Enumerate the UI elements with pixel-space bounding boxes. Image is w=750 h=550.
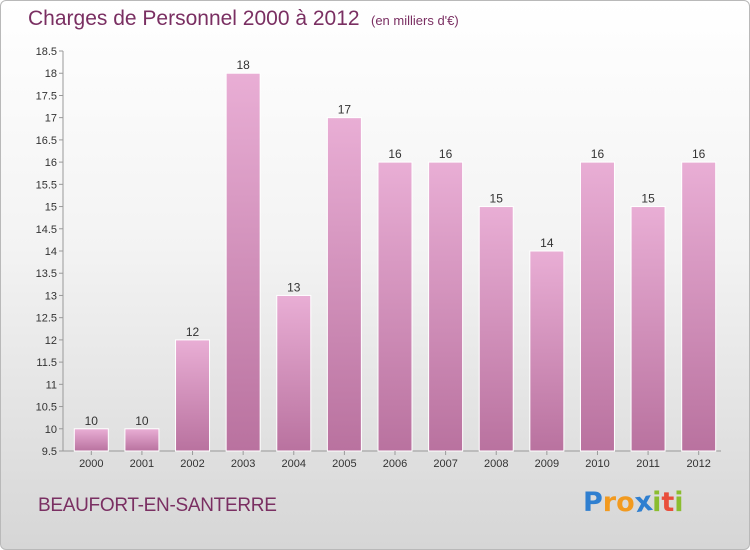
y-tick-label: 16 <box>45 157 57 169</box>
y-tick-label: 13.5 <box>36 268 57 280</box>
bar-2008 <box>478 206 514 452</box>
logo-letter: t <box>661 487 675 518</box>
data-labels: 10 10 12 18 13 17 16 16 15 14 16 15 16 <box>85 58 706 428</box>
bars <box>73 72 717 452</box>
x-tick-label-2009: 2009 <box>535 458 559 470</box>
x-axis: 2000 2001 2002 2003 2004 2005 2006 2007 2008 2009… <box>79 451 711 470</box>
data-label-2004: 13 <box>287 280 301 294</box>
logo-letter: i <box>674 487 684 518</box>
data-label-2010: 16 <box>591 147 605 161</box>
y-tick-label: 18 <box>45 68 57 80</box>
bar-2006 <box>377 161 413 452</box>
logo-letter: r <box>602 487 617 518</box>
x-tick-label-2006: 2006 <box>383 458 407 470</box>
y-tick-label: 11 <box>46 379 57 391</box>
y-tick-label: 14 <box>45 246 57 258</box>
bar-2002 <box>175 339 211 452</box>
y-tick-label: 14.5 <box>36 224 57 236</box>
x-tick-label-2003: 2003 <box>231 458 255 470</box>
x-tick-label-2002: 2002 <box>180 458 204 470</box>
y-tick-label: 18.5 <box>36 46 57 58</box>
x-tick-label-2005: 2005 <box>332 458 356 470</box>
data-label-2006: 16 <box>388 147 402 161</box>
x-tick-label-2010: 2010 <box>585 458 609 470</box>
bar-2012 <box>681 161 717 452</box>
data-label-2003: 18 <box>236 58 250 72</box>
bar-2010 <box>579 161 615 452</box>
data-label-2012: 16 <box>692 147 706 161</box>
y-tick-label: 11.5 <box>36 357 57 369</box>
proxiti-logo: Proxiti <box>583 485 684 520</box>
data-label-2007: 16 <box>439 147 453 161</box>
chart-subtitle: (en milliers d'€) <box>371 13 459 28</box>
data-label-2002: 12 <box>186 325 200 339</box>
logo-letter: i <box>652 487 662 518</box>
data-label-2011: 15 <box>641 192 655 206</box>
y-tick-label: 12 <box>45 335 57 347</box>
logo-letter: P <box>583 487 603 518</box>
bar-2000 <box>73 428 109 452</box>
x-tick-label-2000: 2000 <box>79 458 103 470</box>
bar-2003 <box>225 72 261 452</box>
chart-title: Charges de Personnel 2000 à 2012 <box>28 7 360 30</box>
city-name: BEAUFORT-EN-SANTERRE <box>38 495 277 516</box>
data-label-2005: 17 <box>338 103 352 117</box>
x-tick-label-2012: 2012 <box>686 458 710 470</box>
x-tick-label-2008: 2008 <box>484 458 508 470</box>
bar-2007 <box>428 161 464 452</box>
data-label-2009: 14 <box>540 236 554 250</box>
data-label-2008: 15 <box>490 192 504 206</box>
data-label-2001: 10 <box>135 414 149 428</box>
y-tick-label: 13 <box>45 290 57 302</box>
y-tick-label: 15 <box>45 202 57 214</box>
y-tick-label: 10.5 <box>36 402 57 414</box>
y-tick-label: 16.5 <box>36 135 57 147</box>
y-tick-label: 10 <box>45 424 57 436</box>
logo-letter: o <box>616 487 635 518</box>
logo-letter: x <box>632 485 655 520</box>
bar-2005 <box>326 117 362 452</box>
y-tick-label: 12.5 <box>36 313 57 325</box>
x-tick-label-2011: 2011 <box>636 458 660 470</box>
y-tick-label: 17 <box>45 113 57 125</box>
data-label-2000: 10 <box>85 414 99 428</box>
y-tick-label: 9.5 <box>42 446 57 458</box>
bar-2001 <box>124 428 160 452</box>
y-tick-label: 15.5 <box>36 179 57 191</box>
x-tick-label-2001: 2001 <box>130 458 154 470</box>
x-tick-label-2004: 2004 <box>282 458 306 470</box>
bar-2011 <box>630 206 666 452</box>
y-tick-label: 17.5 <box>36 90 57 102</box>
bar-2004 <box>276 294 312 452</box>
bar-2009 <box>529 250 565 452</box>
x-tick-label-2007: 2007 <box>433 458 457 470</box>
